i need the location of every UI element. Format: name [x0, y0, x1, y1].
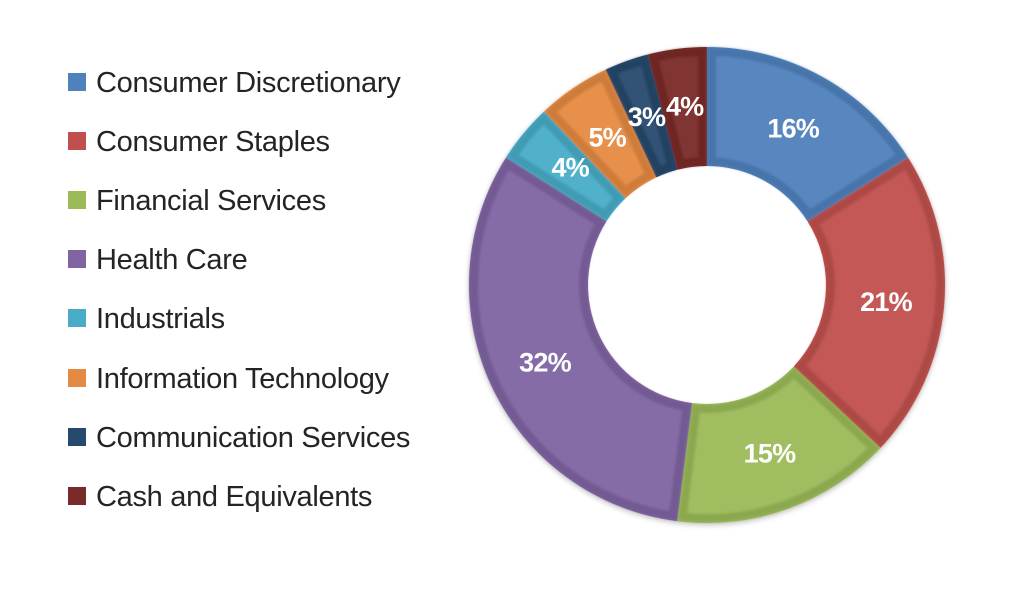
svg-text:32%: 32%: [519, 348, 571, 378]
svg-text:21%: 21%: [860, 287, 912, 317]
svg-text:15%: 15%: [744, 439, 796, 469]
svg-text:3%: 3%: [628, 102, 666, 132]
svg-text:5%: 5%: [588, 122, 626, 152]
svg-text:4%: 4%: [551, 152, 589, 182]
svg-text:4%: 4%: [666, 91, 704, 121]
svg-text:16%: 16%: [767, 113, 819, 143]
